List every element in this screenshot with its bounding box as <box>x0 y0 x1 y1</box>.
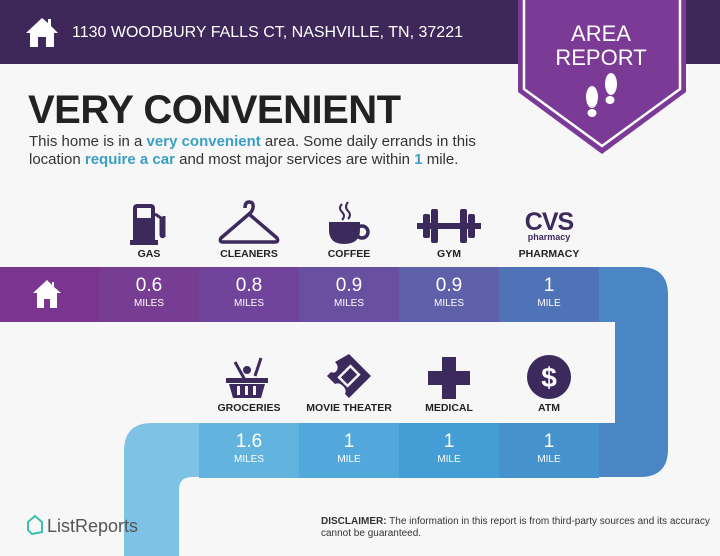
category-label-movie-theater: MOVIE THEATER <box>306 402 392 414</box>
distance-value: 1 <box>543 431 555 452</box>
svg-text:$: $ <box>541 362 557 393</box>
cvs-pharmacy-logo: CVS pharmacy <box>499 196 599 246</box>
grocery-basket-icon <box>199 350 299 400</box>
distance-unit: MILE <box>537 298 561 309</box>
distance-unit: MILES <box>233 454 264 465</box>
highlight: require a car <box>84 151 175 168</box>
distance-unit: MILES <box>233 298 264 309</box>
distance-unit: MILES <box>433 298 464 309</box>
coffee-cup-icon <box>299 196 399 246</box>
logo-icon <box>27 514 43 536</box>
highlight: 1 <box>414 151 423 168</box>
category-label-atm: ATM <box>538 402 560 414</box>
summary-text: This home is in a very convenient area. … <box>29 133 476 168</box>
home-icon <box>26 18 58 47</box>
distance-value: 1 <box>443 431 455 452</box>
category-label-medical: MEDICAL <box>425 402 473 414</box>
category-label-gym: GYM <box>437 248 461 260</box>
category-label-coffee: COFFEE <box>327 248 371 260</box>
svg-text:CVS: CVS <box>525 208 574 236</box>
ticket-icon <box>299 350 399 400</box>
area-report-badge <box>518 0 686 154</box>
distance-cell-atm: 1 MILE <box>499 423 599 478</box>
distance-value: 0.8 <box>235 275 263 296</box>
hanger-icon <box>199 196 299 246</box>
distance-value: 1 <box>343 431 355 452</box>
badge-line2: REPORT <box>555 45 647 70</box>
distance-unit: MILE <box>537 454 561 465</box>
footprints-icon <box>586 73 617 117</box>
category-label-gas: GAS <box>137 248 161 260</box>
distance-cell-gas: 0.6 MILES <box>99 267 199 322</box>
distance-value: 0.9 <box>335 275 363 296</box>
dollar-icon: $ <box>499 350 599 400</box>
distance-cell-pharmacy: 1 MILE <box>499 267 599 322</box>
highlight: very convenient <box>146 133 261 150</box>
distance-cell-coffee: 0.9 MILES <box>299 267 399 322</box>
disclaimer: DISCLAIMER: The information in this repo… <box>321 516 710 539</box>
distance-value: 1.6 <box>235 431 263 452</box>
svg-text:pharmacy: pharmacy <box>528 232 571 242</box>
dumbbell-icon <box>399 196 499 246</box>
category-label-pharmacy: PHARMACY <box>518 248 580 260</box>
distance-value: 0.6 <box>135 275 163 296</box>
medical-cross-icon <box>399 350 499 400</box>
distance-cell-movie-theater: 1 MILE <box>299 423 399 478</box>
distance-unit: MILES <box>133 298 164 309</box>
gas-pump-icon <box>99 196 199 246</box>
distance-cell-cleaners: 0.8 MILES <box>199 267 299 322</box>
distance-cell-medical: 1 MILE <box>399 423 499 478</box>
distance-unit: MILE <box>437 454 461 465</box>
distance-cell-groceries: 1.6 MILES <box>199 423 299 478</box>
distance-value: 1 <box>543 275 555 296</box>
badge-line1: AREA <box>571 21 631 46</box>
category-label-cleaners: CLEANERS <box>220 248 278 260</box>
listreports-logo: ListReports <box>27 514 138 537</box>
distance-unit: MILE <box>337 454 361 465</box>
distance-unit: MILES <box>333 298 364 309</box>
distance-value: 0.9 <box>435 275 463 296</box>
page-title: VERY CONVENIENT <box>28 88 401 132</box>
property-address: 1130 WOODBURY FALLS CT, NASHVILLE, TN, 3… <box>72 24 463 41</box>
home-icon <box>33 280 61 308</box>
distance-cell-gym: 0.9 MILES <box>399 267 499 322</box>
category-label-groceries: GROCERIES <box>217 402 281 414</box>
